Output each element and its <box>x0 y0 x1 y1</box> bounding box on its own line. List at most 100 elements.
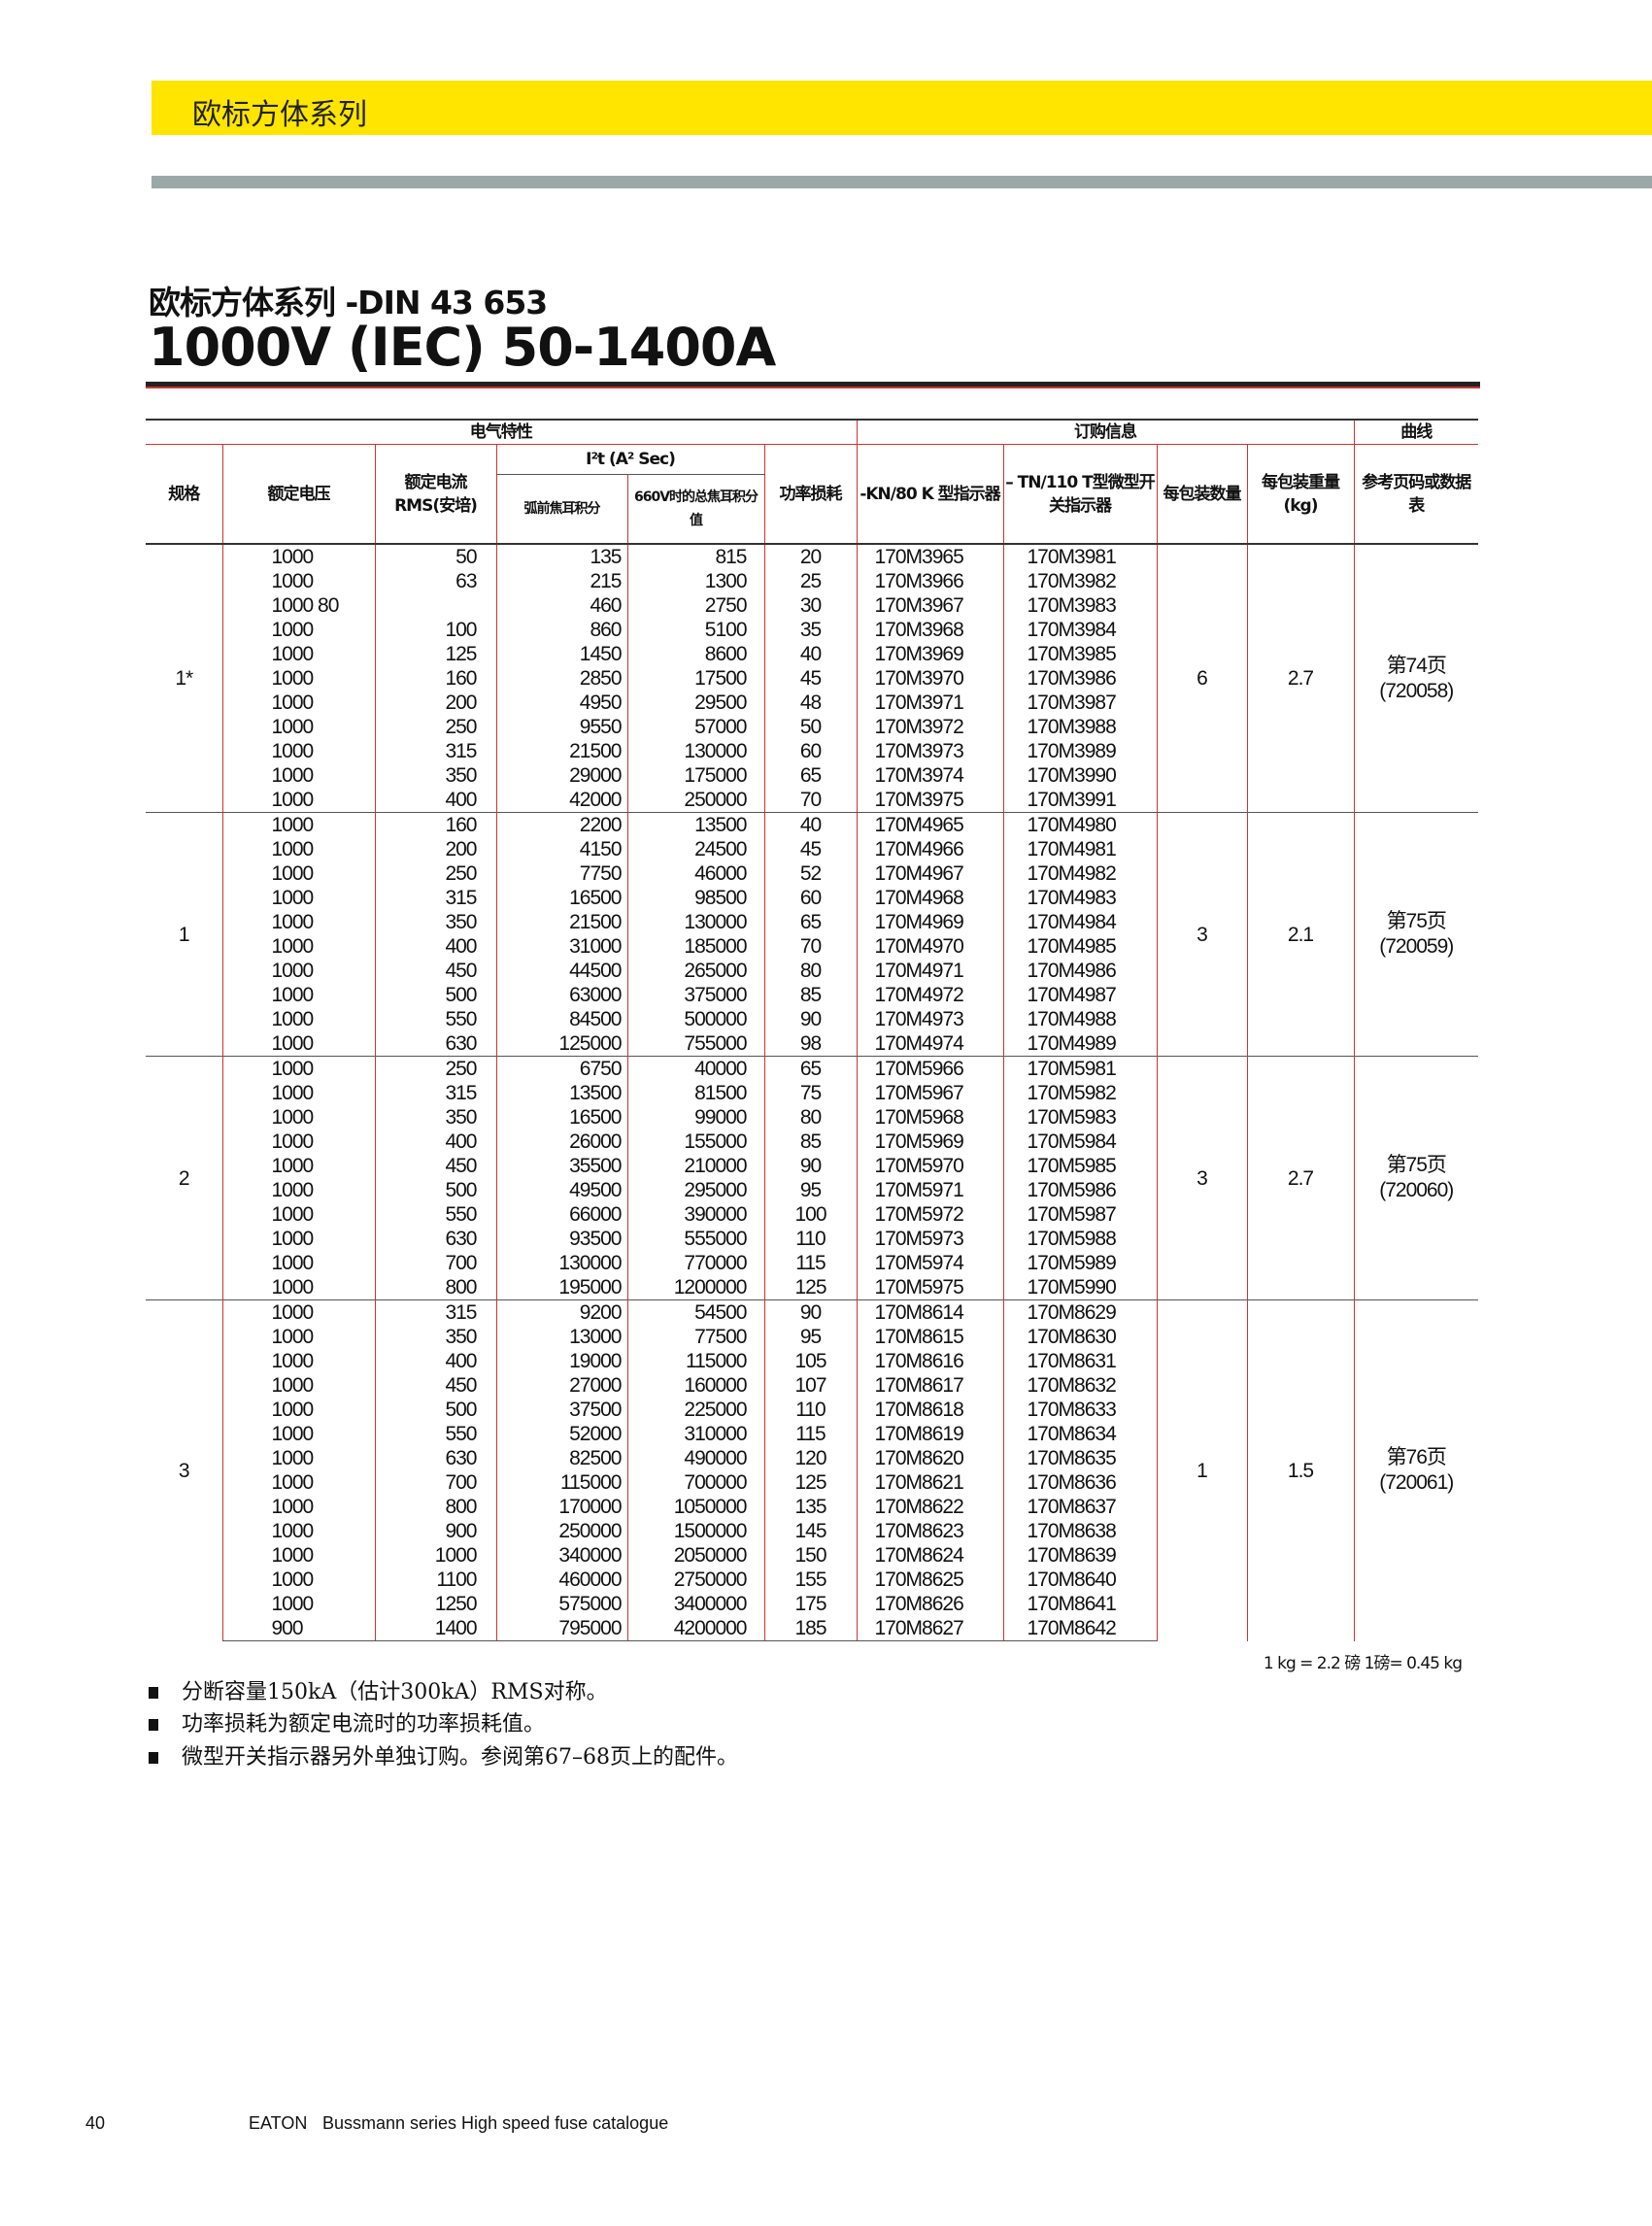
voltage-cell: 1000 <box>221 666 375 691</box>
current-cell: 350 <box>374 763 496 788</box>
tn-part-cell: 170M4987 <box>1002 983 1157 1007</box>
table-row: 1000 315 13500 81500 75 170M5967 170M5982 <box>146 1081 1478 1105</box>
voltage-cell: 1000 <box>221 1202 375 1227</box>
header-current: 额定电流 RMS(安培) <box>374 444 496 544</box>
watts-cell: 90 <box>763 1299 857 1325</box>
watts-cell: 60 <box>763 886 857 910</box>
prearc-cell: 16500 <box>495 1105 627 1130</box>
prearc-cell: 9200 <box>495 1299 627 1325</box>
current-cell <box>374 593 496 618</box>
header-voltage: 额定电压 <box>221 444 375 544</box>
kn-part-cell: 170M8614 <box>856 1299 1003 1325</box>
prearc-cell: 860 <box>495 618 627 642</box>
watts-cell: 70 <box>763 788 857 813</box>
header-watts: 功率损耗 <box>763 444 857 544</box>
watts-cell: 120 <box>763 1446 857 1470</box>
voltage-cell: 1000 <box>221 543 375 569</box>
prearc-cell: 13500 <box>495 1081 627 1105</box>
kn-part-cell: 170M3967 <box>856 593 1003 618</box>
kn-part-cell: 170M4969 <box>856 910 1003 934</box>
table-row: 1000 1000 340000 2050000 150 170M8624 170M8639 <box>146 1543 1478 1568</box>
weight-cell: 2.1 <box>1246 812 1354 1057</box>
tn-part-cell: 170M3988 <box>1002 715 1157 739</box>
header-ref: 参考页码或数据表 <box>1353 444 1478 544</box>
current-cell: 1250 <box>374 1592 496 1616</box>
voltage-cell: 1000 <box>221 1398 375 1422</box>
prearc-cell: 460 <box>495 593 627 618</box>
prearc-cell: 44500 <box>495 959 627 983</box>
table-row: 1000 550 66000 390000 100 170M5972 170M5987 <box>146 1202 1478 1227</box>
watts-cell: 80 <box>763 1105 857 1130</box>
tn-part-cell: 170M3987 <box>1002 691 1157 715</box>
table-row: 1000 400 26000 155000 85 170M5969 170M5984 <box>146 1130 1478 1154</box>
watts-cell: 95 <box>763 1325 857 1349</box>
current-cell: 250 <box>374 715 496 739</box>
voltage-cell: 1000 <box>221 1275 375 1300</box>
kn-part-cell: 170M5971 <box>856 1178 1003 1202</box>
table-body: 1* 1000 50 135 815 20 170M3965 170M3981 6 2.7 第74页… <box>146 543 1478 1641</box>
prearc-cell: 82500 <box>495 1446 627 1470</box>
total-cell: 1050000 <box>626 1495 764 1519</box>
kn-part-cell: 170M3973 <box>856 739 1003 763</box>
tn-part-cell: 170M3985 <box>1002 642 1157 666</box>
current-cell: 250 <box>374 1056 496 1081</box>
watts-cell: 20 <box>763 543 857 569</box>
kn-part-cell: 170M3969 <box>856 642 1003 666</box>
current-cell: 500 <box>374 983 496 1007</box>
prearc-cell: 93500 <box>495 1227 627 1251</box>
total-cell: 40000 <box>626 1056 764 1081</box>
total-cell: 555000 <box>626 1227 764 1251</box>
tn-part-cell: 170M8641 <box>1002 1592 1157 1616</box>
voltage-cell: 1000 <box>221 569 375 593</box>
tn-part-cell: 170M3986 <box>1002 666 1157 691</box>
prearc-cell: 4150 <box>495 837 627 861</box>
watts-cell: 95 <box>763 1178 857 1202</box>
kn-part-cell: 170M8618 <box>856 1398 1003 1422</box>
tn-part-cell: 170M5982 <box>1002 1081 1157 1105</box>
current-cell: 200 <box>374 691 496 715</box>
watts-cell: 175 <box>763 1592 857 1616</box>
prearc-cell: 170000 <box>495 1495 627 1519</box>
watts-cell: 48 <box>763 691 857 715</box>
current-cell: 350 <box>374 910 496 934</box>
ref-cell: 第75页 (720060) <box>1353 1056 1478 1300</box>
voltage-cell: 1000 <box>221 1325 375 1349</box>
banner-title: 欧标方体系列 <box>192 98 367 132</box>
prearc-cell: 125000 <box>495 1031 627 1057</box>
prearc-cell: 340000 <box>495 1543 627 1568</box>
current-cell: 200 <box>374 837 496 861</box>
kn-part-cell: 170M3972 <box>856 715 1003 739</box>
kn-part-cell: 170M4972 <box>856 983 1003 1007</box>
table-row: 1000 315 21500 130000 60 170M3973 170M3989 <box>146 739 1478 763</box>
table-row: 1000 500 49500 295000 95 170M5971 170M5986 <box>146 1178 1478 1202</box>
prearc-cell: 63000 <box>495 983 627 1007</box>
kn-part-cell: 170M4967 <box>856 861 1003 886</box>
table-row: 1000 500 37500 225000 110 170M8618 170M8633 <box>146 1398 1478 1422</box>
voltage-cell: 1000 <box>221 837 375 861</box>
table-row: 1000 125 1450 8600 40 170M3969 170M3985 <box>146 642 1478 666</box>
note-text: 分断容量150kA（估计300kA）RMS对称。 <box>182 1680 608 1704</box>
current-cell: 550 <box>374 1422 496 1446</box>
total-cell: 755000 <box>626 1031 764 1057</box>
watts-cell: 105 <box>763 1349 857 1373</box>
tn-part-cell: 170M4984 <box>1002 910 1157 934</box>
total-cell: 5100 <box>626 618 764 642</box>
prearc-cell: 21500 <box>495 739 627 763</box>
prearc-cell: 135 <box>495 543 627 569</box>
prearc-cell: 7750 <box>495 861 627 886</box>
watts-cell: 90 <box>763 1154 857 1178</box>
divider-bar <box>152 176 1652 188</box>
watts-cell: 98 <box>763 1031 857 1057</box>
tn-part-cell: 170M8632 <box>1002 1373 1157 1398</box>
tn-part-cell: 170M8638 <box>1002 1519 1157 1543</box>
size-cell: 1* <box>146 543 222 813</box>
unit-conversion: 1 kg = 2.2 磅 1磅= 0.45 kg <box>1263 1654 1463 1673</box>
prearc-cell: 29000 <box>495 763 627 788</box>
kn-part-cell: 170M5969 <box>856 1130 1003 1154</box>
current-cell: 160 <box>374 666 496 691</box>
tn-part-cell: 170M4981 <box>1002 837 1157 861</box>
voltage-cell: 1000 <box>221 691 375 715</box>
total-cell: 490000 <box>626 1446 764 1470</box>
kn-part-cell: 170M3971 <box>856 691 1003 715</box>
